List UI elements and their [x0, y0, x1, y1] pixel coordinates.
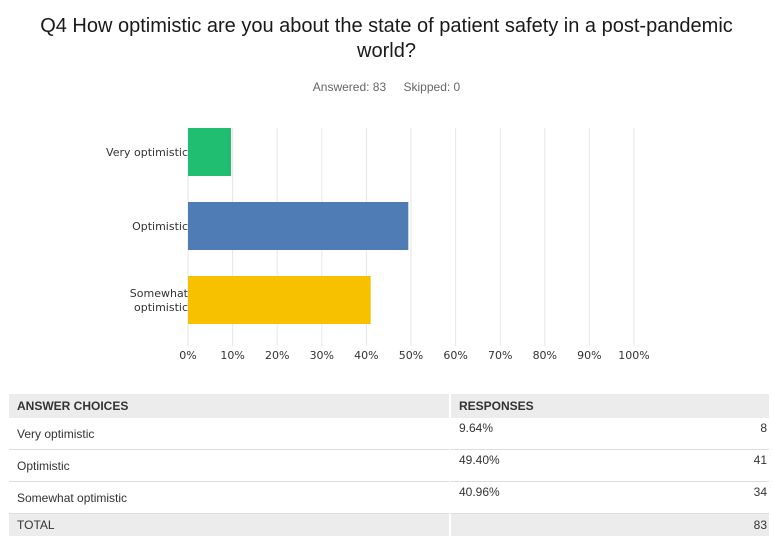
x-tick-label: 30%: [310, 349, 334, 362]
total-label: TOTAL: [9, 514, 449, 536]
total-row: TOTAL 83: [9, 514, 769, 536]
bar: [188, 128, 231, 176]
x-tick-label: 60%: [443, 349, 467, 362]
total-count: 83: [677, 514, 769, 536]
x-tick-label: 0%: [179, 349, 196, 362]
table-row: Optimistic 49.40% 41: [9, 450, 769, 482]
skipped-count: Skipped: 0: [403, 80, 461, 94]
choice-count: 34: [677, 482, 769, 514]
choice-percent: 40.96%: [449, 482, 678, 514]
total-spacer: [449, 514, 678, 536]
x-tick-labels: 0% 10% 20% 30% 40% 50% 60% 70% 80% 90% 100%: [179, 349, 649, 362]
responses-table: ANSWER CHOICES RESPONSES Very optimistic…: [9, 394, 769, 536]
question-title: Q4 How optimistic are you about the stat…: [40, 15, 733, 62]
choice-percent: 9.64%: [449, 418, 678, 450]
category-label: Somewhat optimistic: [130, 287, 189, 314]
bar-chart: Very optimistic Optimistic Somewhat optimis…: [106, 128, 650, 362]
bar: [188, 276, 371, 324]
x-tick-label: 10%: [220, 349, 244, 362]
answered-count: Answered: 83: [312, 80, 387, 94]
choice-count: 8: [677, 418, 769, 450]
header-answer-choices: ANSWER CHOICES: [9, 394, 449, 418]
choice-percent: 49.40%: [449, 450, 678, 482]
category-labels: Very optimistic Optimistic Somewhat optimis…: [106, 146, 189, 314]
response-summary: Answered: 83 Skipped: 0: [0, 80, 773, 94]
x-tick-label: 90%: [577, 349, 601, 362]
choice-count: 41: [677, 450, 769, 482]
x-tick-label: 70%: [488, 349, 512, 362]
bar: [188, 202, 409, 250]
x-tick-label: 50%: [399, 349, 423, 362]
x-tick-label: 80%: [533, 349, 557, 362]
table-row: Very optimistic 9.64% 8: [9, 418, 769, 450]
chart-bars: [188, 128, 409, 324]
table-row: Somewhat optimistic 40.96% 34: [9, 482, 769, 514]
choice-label: Somewhat optimistic: [9, 482, 449, 514]
header-responses: RESPONSES: [449, 394, 769, 418]
category-label: Optimistic: [132, 220, 188, 233]
choice-label: Optimistic: [9, 450, 449, 482]
x-tick-label: 20%: [265, 349, 289, 362]
category-label: Very optimistic: [106, 146, 188, 159]
x-tick-label: 40%: [354, 349, 378, 362]
x-tick-label: 100%: [618, 349, 649, 362]
choice-label: Very optimistic: [9, 418, 449, 450]
